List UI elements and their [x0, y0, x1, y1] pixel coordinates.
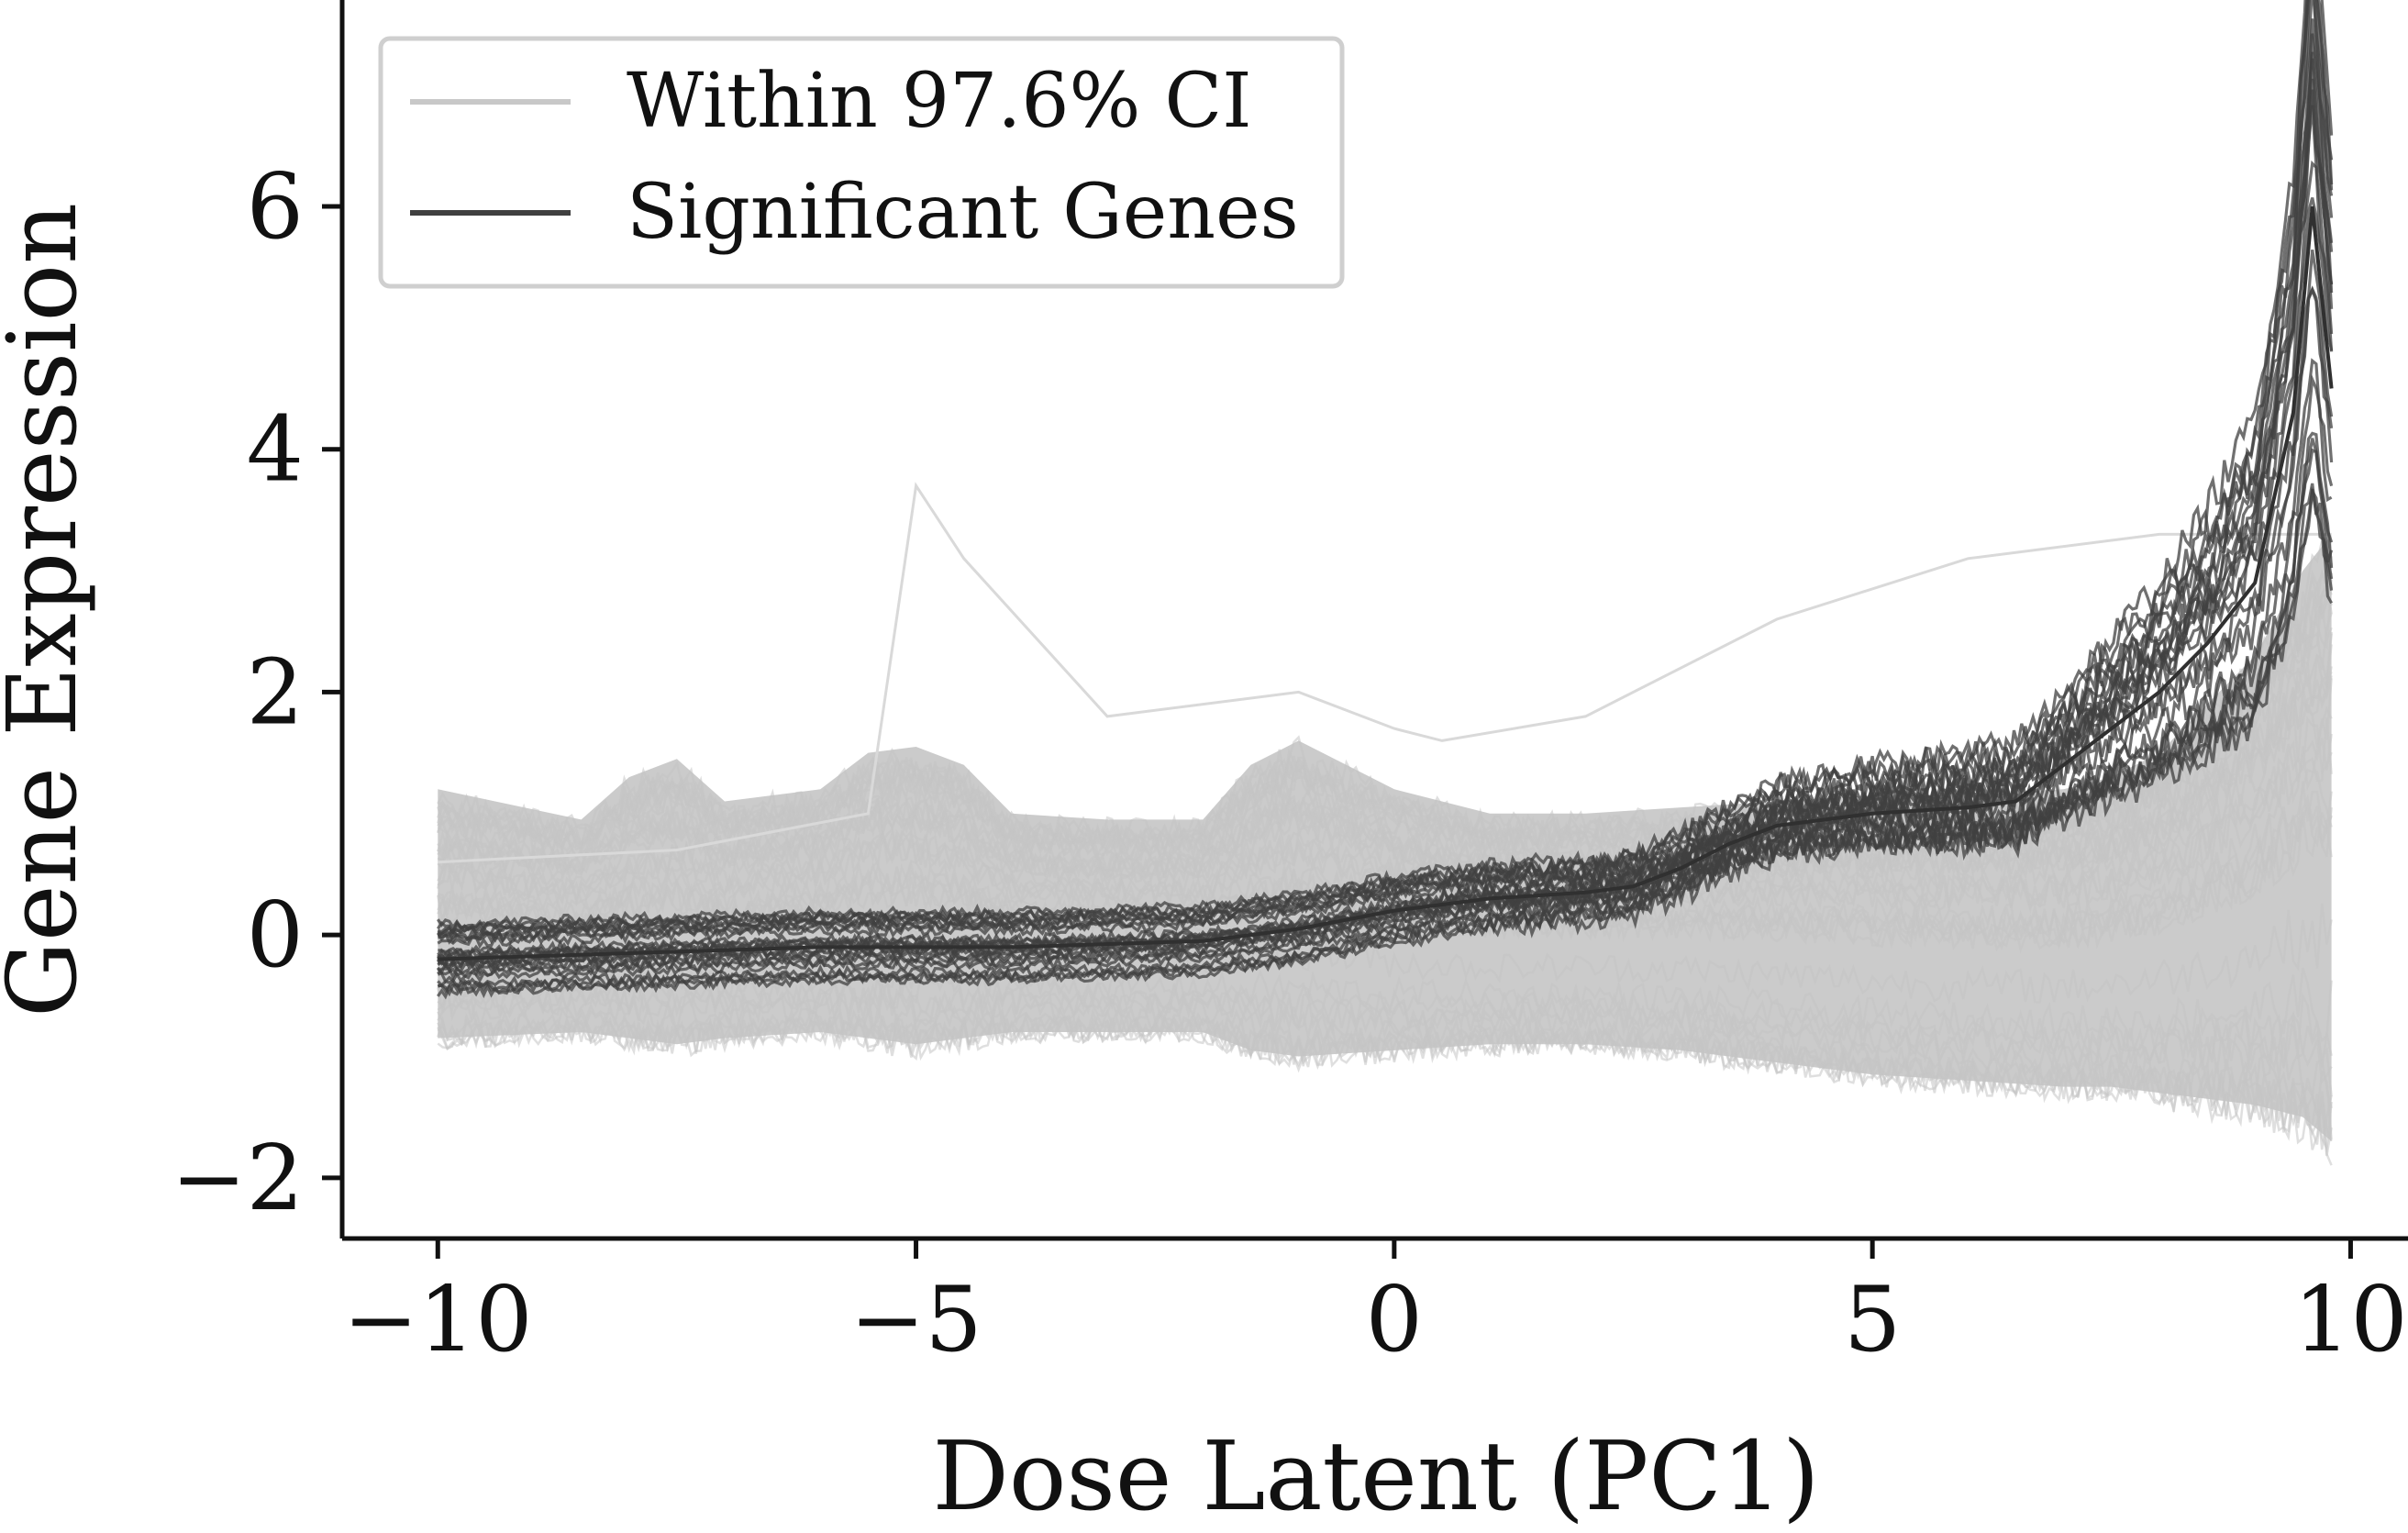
- x-tick-label: 0: [1366, 1268, 1423, 1372]
- ci-gene-line: [437, 705, 2333, 912]
- ci-gene-line: [438, 653, 2333, 881]
- x-tick-label: 5: [1844, 1268, 1901, 1372]
- significant-gene-line: [437, 373, 2333, 981]
- significant-gene-line: [436, 285, 2334, 1000]
- y-axis-ticks: −2 0 2 4 6: [172, 155, 342, 1231]
- y-tick-label: 6: [247, 155, 304, 260]
- legend-label-significant: Significant Genes: [627, 169, 1299, 256]
- ci-gene-line: [437, 1013, 2333, 1157]
- x-tick-label: 10: [2293, 1268, 2408, 1372]
- ci-gene-line: [437, 959, 2333, 1043]
- y-tick-label: 0: [247, 883, 304, 988]
- significant-gene-line: [437, 488, 2334, 945]
- ci-gene-line: [437, 577, 2333, 857]
- y-tick-label: −2: [172, 1127, 304, 1231]
- significant-gene-lines: [436, 0, 2334, 1000]
- significant-gene-line: [436, 197, 2334, 935]
- x-tick-label: −10: [343, 1268, 533, 1372]
- legend-box: [378, 36, 1345, 289]
- ci-gene-line: [437, 1009, 2333, 1150]
- ci-series-line: [438, 482, 2332, 864]
- legend-label-ci: Within 97.6% CI: [627, 58, 1252, 145]
- ci-gene-line: [437, 1004, 2333, 1139]
- legend: Within 97.6% CI Significant Genes: [378, 36, 1345, 289]
- significant-series-line: [438, 206, 2334, 961]
- x-axis-ticks: −10 −5 0 5 10: [343, 1239, 2408, 1372]
- x-axis-label: Dose Latent (PC1): [932, 1420, 1819, 1529]
- ci-gene-line: [437, 980, 2333, 1085]
- y-tick-label: 2: [247, 640, 304, 745]
- y-tick-label: 4: [247, 398, 304, 503]
- x-tick-label: −5: [849, 1268, 982, 1372]
- y-axis-label: Gene Expression: [0, 203, 98, 1017]
- ci-gene-line: [437, 982, 2333, 1096]
- ci-gene-line: [437, 972, 2333, 1068]
